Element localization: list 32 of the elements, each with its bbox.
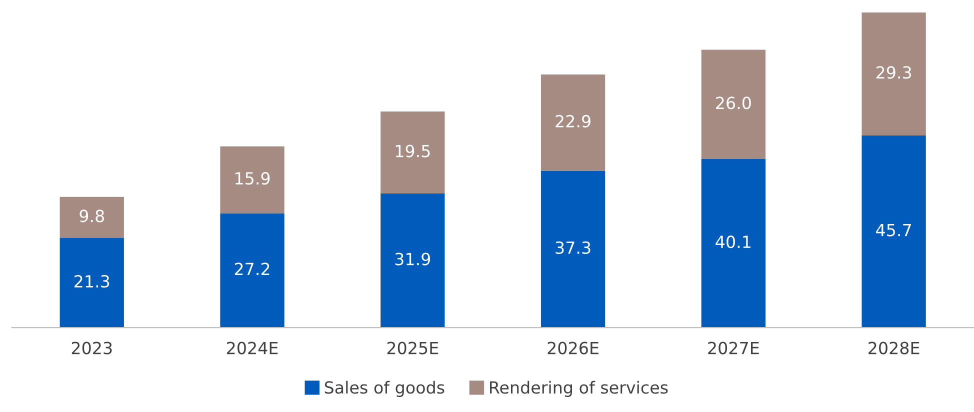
x-tick-label: 2025E [387,342,438,354]
bar [540,74,606,171]
legend-label: Rendering of services [490,380,668,397]
bar [540,170,606,328]
bar [60,196,124,238]
x-tick-label: 2026E [548,342,598,354]
bar [220,146,284,214]
data-label: 22.9 [556,114,590,128]
bar [220,213,284,328]
x-tick-label: 2027E [708,342,759,354]
data-label: 45.7 [876,224,911,236]
bar [380,193,445,328]
x-tick-label: 2028E [868,342,920,354]
data-label: 27.2 [234,262,270,275]
data-label: 31.9 [395,252,430,266]
x-tick-label: 2023 [72,342,112,354]
data-label: 29.3 [876,66,912,79]
bar [862,12,926,136]
bar [60,238,124,328]
bar [701,159,766,328]
data-label: 40.1 [716,236,750,248]
data-label: 19.5 [396,144,430,158]
bar [862,135,926,328]
data-label: 37.3 [556,241,590,254]
data-label: 21.3 [74,275,110,288]
data-label: 15.9 [236,172,270,185]
legend-label: Sales of goods [324,380,444,397]
data-label: 26.0 [716,96,751,110]
x-tick-label: 2024E [227,342,278,354]
bar [701,50,766,160]
bar [380,112,445,194]
data-label: 9.8 [80,210,104,222]
